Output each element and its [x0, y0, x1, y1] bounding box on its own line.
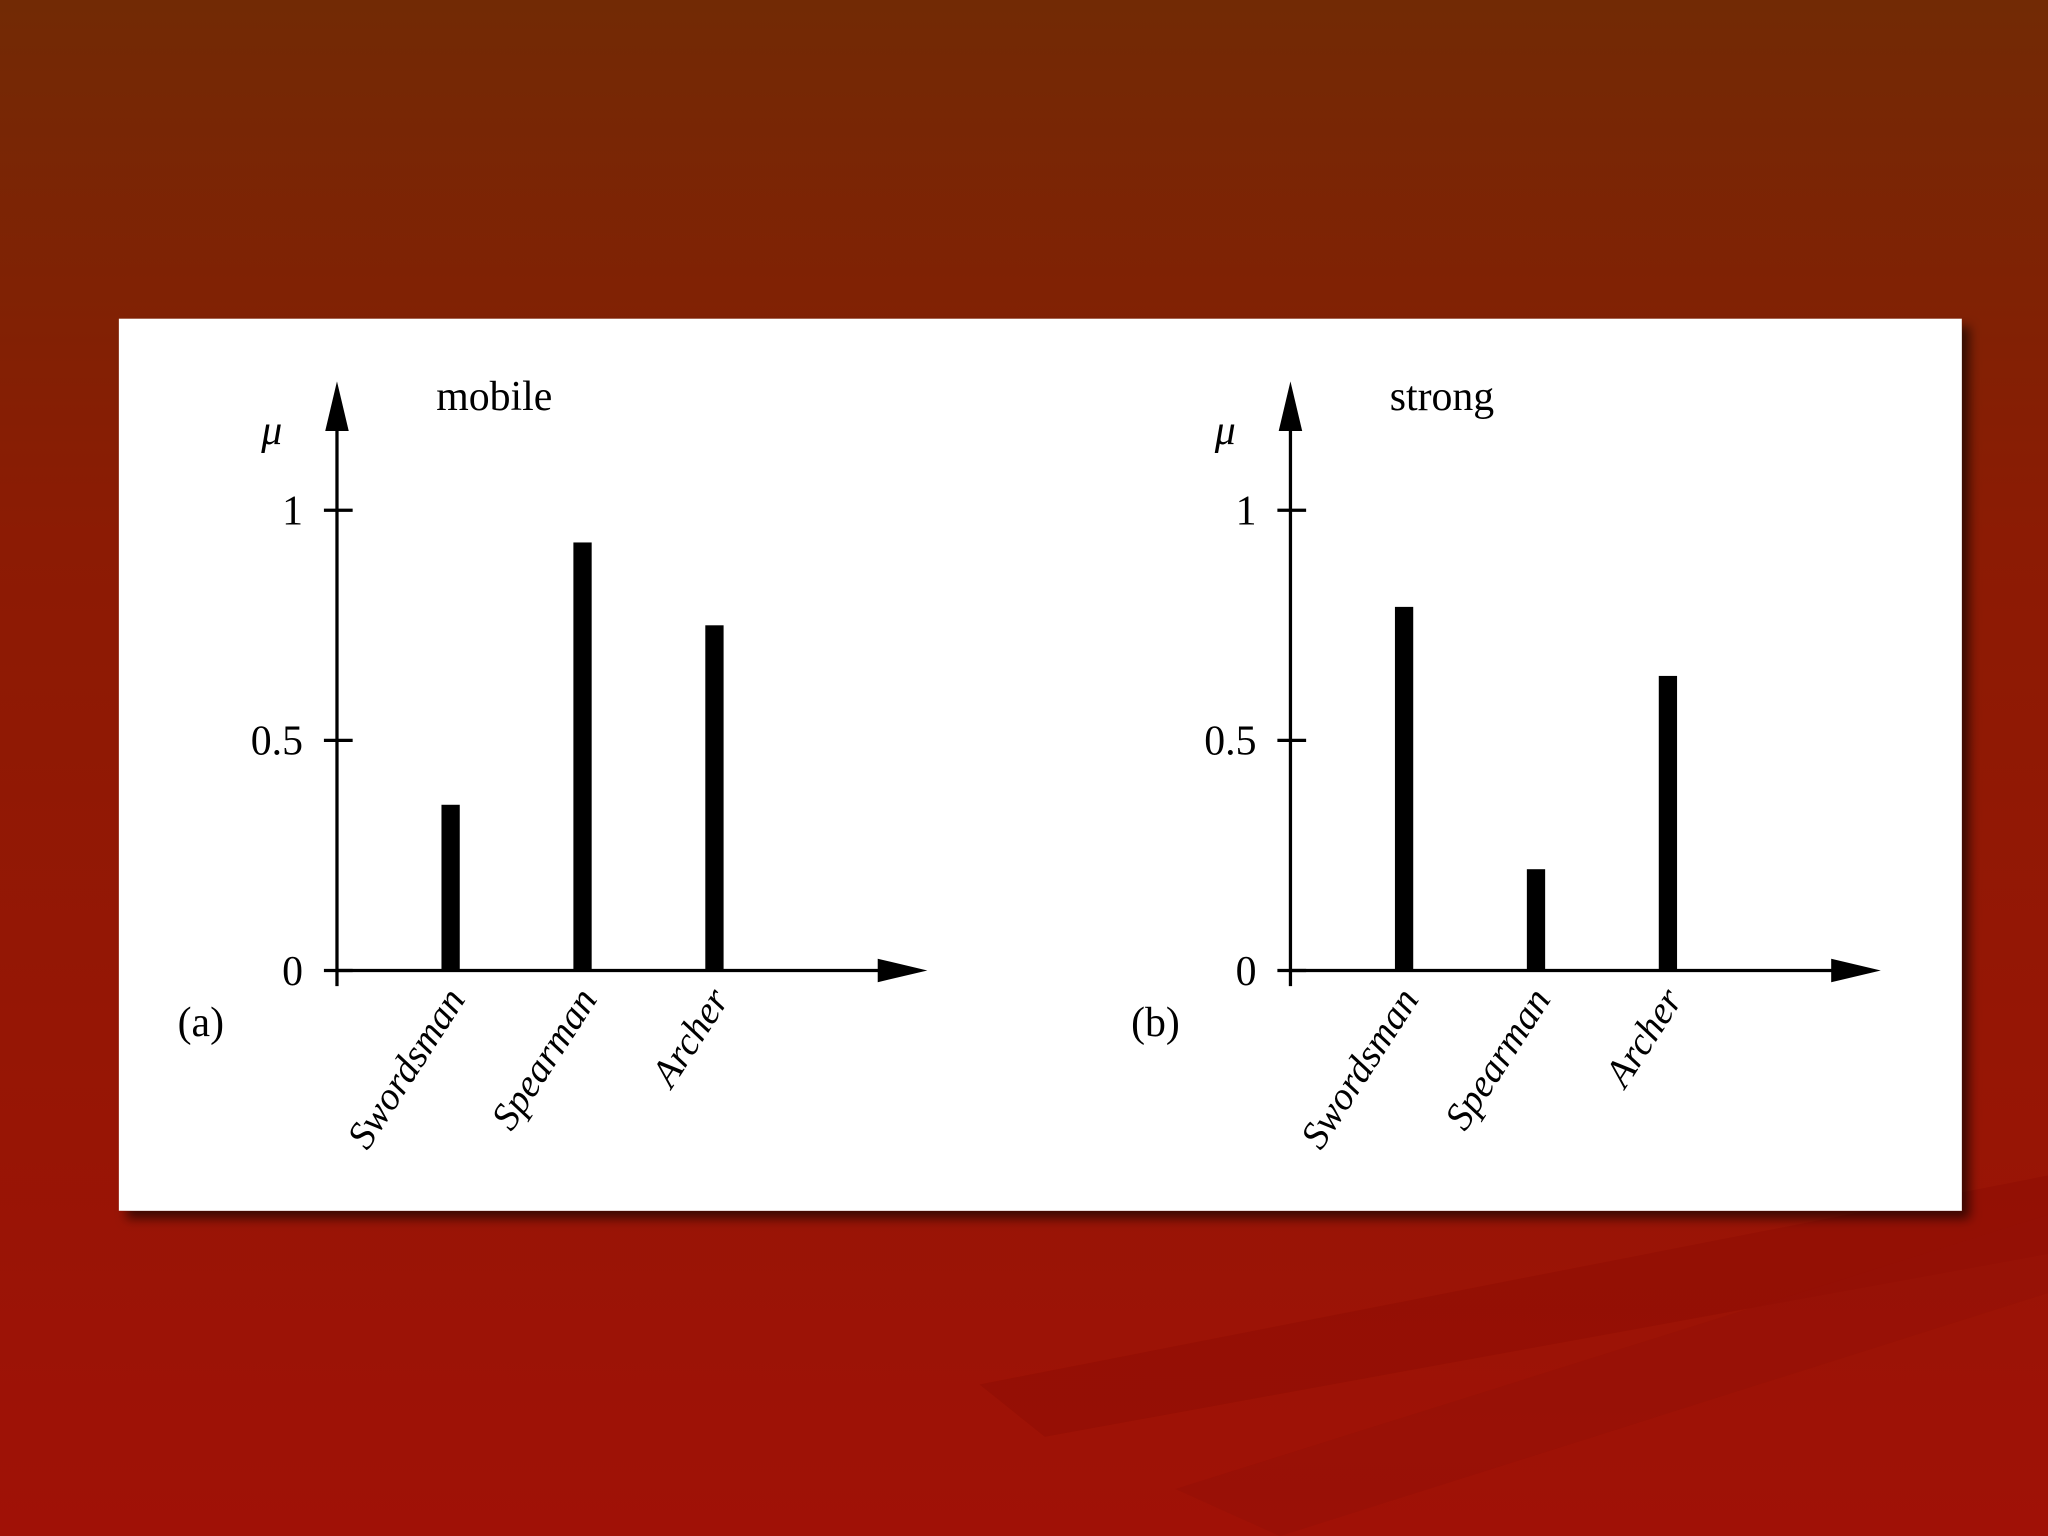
- chart-title: mobile: [436, 374, 552, 420]
- y-axis-arrow: [325, 381, 349, 432]
- bar: [705, 625, 724, 971]
- chart-title: strong: [1390, 374, 1495, 420]
- y-axis-label: μ: [1214, 408, 1236, 454]
- background-streak: [979, 1175, 2048, 1437]
- y-axis-arrow: [1278, 381, 1303, 432]
- x-axis-arrow: [877, 958, 928, 983]
- y-tick-label: 1: [1236, 489, 1257, 535]
- y-tick-label: 1: [282, 489, 303, 535]
- bar: [573, 542, 592, 971]
- y-tick-label: 0.5: [251, 719, 303, 765]
- y-tick-label: 0: [282, 949, 303, 995]
- y-tick-label: 0.5: [1204, 719, 1256, 765]
- bar: [1526, 869, 1546, 971]
- background-streak: [1175, 1214, 2048, 1536]
- y-tick-label: 0: [1236, 949, 1257, 995]
- panel-label: (a): [178, 1000, 224, 1046]
- bar: [1394, 606, 1414, 971]
- panel-label: (b): [1131, 1000, 1180, 1046]
- bar: [441, 804, 460, 971]
- x-axis-arrow: [1831, 958, 1881, 983]
- figure-panel: [118, 318, 1962, 1211]
- y-axis-label: μ: [260, 408, 282, 454]
- bar: [1658, 675, 1678, 971]
